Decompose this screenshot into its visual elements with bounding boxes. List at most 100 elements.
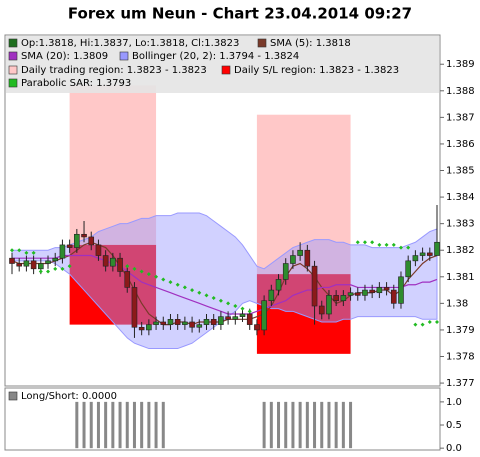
y-tick-label: 1.381 <box>446 272 475 283</box>
sar-dot <box>24 250 29 255</box>
sar-dot <box>413 322 418 327</box>
y-tick-label: 0.5 <box>446 420 462 431</box>
sar-dot <box>175 282 180 287</box>
candle-body <box>124 271 131 288</box>
bar <box>327 401 331 449</box>
candle-body <box>318 305 325 315</box>
candle-body <box>426 252 433 256</box>
legend-swatch <box>8 65 18 75</box>
candle-body <box>23 260 30 267</box>
candle-body <box>239 313 246 317</box>
candle-body <box>16 263 23 267</box>
bar <box>75 401 79 449</box>
sar-dot <box>370 240 375 245</box>
candle-body <box>311 265 318 307</box>
candle-body <box>160 321 167 325</box>
sar-dot <box>190 288 195 293</box>
sar-dot <box>38 269 43 274</box>
legend-swatch <box>8 78 18 88</box>
candle-body <box>110 257 116 267</box>
sar-dot <box>204 293 209 298</box>
legend-box <box>6 36 439 93</box>
sar-dot <box>384 242 389 247</box>
candle-body <box>59 244 66 259</box>
candle-body <box>45 260 51 264</box>
y-tick-label: 1.382 <box>446 245 475 256</box>
candle-body <box>182 321 188 325</box>
sar-dot <box>154 274 159 279</box>
candle-body <box>254 324 260 331</box>
legend-label: SMA (20): 1.3809 <box>21 51 108 62</box>
candle-body <box>95 244 102 256</box>
bar <box>118 401 122 449</box>
candle-body <box>412 255 419 262</box>
bar <box>320 401 324 449</box>
candle-body <box>340 295 347 302</box>
sar-dot <box>420 322 425 327</box>
bar <box>313 401 317 449</box>
candle-body <box>304 249 311 267</box>
sar-dot <box>161 277 166 282</box>
candle-body <box>290 255 296 264</box>
sar-dot <box>247 309 252 314</box>
y-tick-label: 1.385 <box>446 166 475 177</box>
sar-dot <box>31 250 36 255</box>
bar <box>140 401 144 449</box>
sar-dot <box>391 242 396 247</box>
y-tick-label: 1.377 <box>446 378 475 389</box>
region <box>256 114 351 275</box>
bar <box>147 401 151 449</box>
legend-label: Parabolic SAR: 1.3793 <box>21 78 131 89</box>
y-tick-label: 1.378 <box>446 352 475 363</box>
legend-swatch <box>8 51 18 61</box>
candle-body <box>398 276 404 304</box>
y-tick-label: 1.38 <box>446 298 468 309</box>
y-tick-label: 1.387 <box>446 112 475 123</box>
bar <box>269 401 273 449</box>
sar-dot <box>218 298 223 303</box>
sar-dot <box>132 266 137 271</box>
candle-body <box>81 233 87 238</box>
bar <box>82 401 86 449</box>
bar <box>277 401 281 449</box>
candle-body <box>189 321 195 328</box>
bollinger-band <box>11 212 438 350</box>
sar-dot <box>125 264 130 269</box>
candle-body <box>225 316 231 320</box>
sar-dot <box>398 245 403 250</box>
region <box>256 274 351 354</box>
sar-dot <box>182 285 187 290</box>
candle-body <box>383 287 390 291</box>
sar-dot <box>197 290 202 295</box>
legend-label: Daily S/L region: 1.3823 - 1.3823 <box>234 65 399 76</box>
candle-body <box>376 287 383 294</box>
sar-dot <box>240 306 245 311</box>
y-tick-label: 1.388 <box>446 86 475 97</box>
candle-body <box>203 319 210 325</box>
candle-body <box>66 244 73 248</box>
candle-body <box>333 295 339 302</box>
sar-dot <box>435 319 439 324</box>
sar-dot <box>377 242 382 247</box>
bar <box>96 401 100 449</box>
legend-swatch <box>257 38 267 48</box>
sar-dot <box>427 319 432 324</box>
candle-body <box>102 255 109 267</box>
bar <box>349 401 353 449</box>
y-tick-label: 1.0 <box>446 397 462 408</box>
candle-body <box>30 260 37 270</box>
candle-body <box>52 257 59 262</box>
sar-dot <box>226 301 231 306</box>
legend-label: Op:1.3818, Hi:1.3837, Lo:1.3818, Cl:1.38… <box>21 38 239 49</box>
y-tick-label: 1.384 <box>446 192 475 203</box>
y-tick-label: 1.379 <box>446 325 475 336</box>
bar <box>291 401 295 449</box>
candle-body <box>347 292 354 296</box>
candle-body <box>146 324 152 331</box>
legend-label: Bollinger (20, 2): 1.3794 - 1.3824 <box>132 51 299 62</box>
bar <box>334 401 338 449</box>
sar-dot <box>146 272 151 277</box>
bar <box>89 401 93 449</box>
candle-body <box>362 289 368 296</box>
main-plot <box>9 85 440 354</box>
